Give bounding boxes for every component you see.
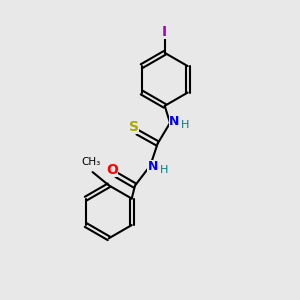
Text: H: H bbox=[181, 120, 190, 130]
Text: N: N bbox=[148, 160, 158, 173]
Text: CH₃: CH₃ bbox=[82, 157, 101, 167]
Text: O: O bbox=[106, 163, 118, 177]
Text: H: H bbox=[160, 165, 168, 175]
Text: S: S bbox=[128, 120, 139, 134]
Text: N: N bbox=[169, 115, 180, 128]
Text: I: I bbox=[162, 25, 167, 39]
